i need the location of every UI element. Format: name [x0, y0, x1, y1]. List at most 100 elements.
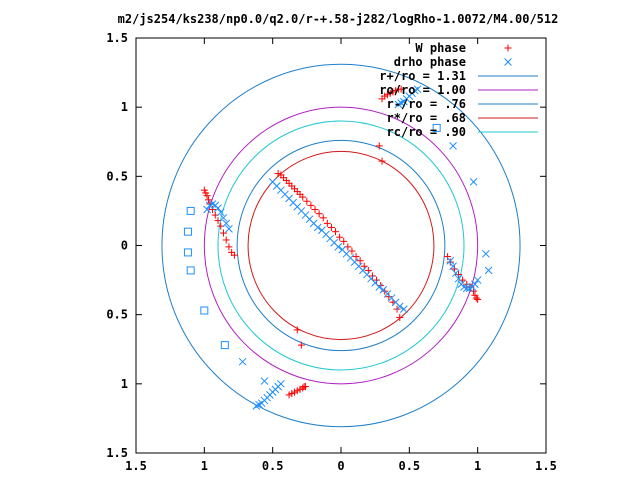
data-point-s1-37: [214, 204, 222, 213]
data-point-s2-2: [183, 248, 192, 257]
legend-label-0: W phase: [415, 41, 466, 55]
data-point-s1-73: [469, 178, 478, 186]
plot-frame: [135, 37, 547, 454]
data-point-s1-41: [225, 225, 233, 233]
x-tick-label: 1.5: [535, 459, 557, 473]
data-point-s0-14: [319, 214, 327, 222]
circle-1: [203, 106, 479, 385]
data-point-s1-39: [219, 213, 228, 222]
y-tick-label: 1.5: [106, 446, 128, 460]
data-point-s1-32: [400, 305, 408, 313]
legend-label-1: drho phase: [394, 55, 466, 69]
circle-0: [161, 63, 521, 428]
data-point-s1-74: [449, 142, 457, 150]
x-tick-label: 1.5: [125, 459, 147, 473]
data-point-s1-43: [449, 262, 457, 271]
y-tick-label: 0.5: [106, 169, 128, 183]
data-point-s1-51: [471, 280, 479, 289]
data-point-s1-71: [484, 266, 493, 275]
reference-circles: [161, 63, 521, 428]
data-point-s0-12: [311, 206, 319, 214]
data-point-s1-38: [216, 208, 225, 217]
data-point-s0-36: [203, 192, 211, 200]
x-tick-label: 1: [474, 459, 481, 473]
data-point-s0-26: [368, 272, 376, 280]
data-point-s0-59: [375, 142, 383, 150]
data-point-s1-52: [473, 276, 482, 284]
circle-3: [247, 150, 435, 341]
x-tick-label: 0: [337, 459, 344, 473]
data-point-s0-19: [340, 237, 348, 245]
data-point-s0-44: [222, 236, 230, 244]
data-point-s2-5: [220, 341, 229, 350]
y-tick-label: 0: [121, 239, 128, 253]
data-point-s0-48: [444, 253, 452, 261]
legend-label-5: r*/ro = .68: [387, 111, 466, 125]
data-point-s1-26: [375, 283, 384, 291]
data-point-s0-11: [307, 201, 315, 209]
data-point-s0-39: [209, 206, 217, 214]
x-tick-label: 0.5: [262, 459, 284, 473]
y-tick-label: 0.5: [106, 308, 128, 322]
data-point-s2-6: [432, 123, 441, 132]
legend-label-4: r-/ro = .76: [387, 97, 466, 111]
data-point-s0-57: [472, 294, 480, 302]
data-point-s0-60: [378, 157, 386, 165]
data-point-s0-49: [446, 258, 454, 266]
data-point-s0-13: [315, 210, 323, 218]
data-point-s0-18: [336, 233, 344, 241]
data-point-s0-47: [230, 251, 238, 259]
y-tick-label: 1.5: [106, 31, 128, 45]
data-point-s0-16: [327, 224, 335, 232]
data-point-s0-70: [301, 383, 309, 391]
data-point-s1-44: [451, 269, 460, 278]
data-point-s2-0: [186, 206, 195, 215]
circle-2: [236, 139, 446, 352]
y-tick-label: 1: [121, 377, 128, 391]
data-point-s0-58: [474, 295, 482, 303]
data-point-s0-9: [299, 193, 307, 201]
data-point-s0-15: [323, 219, 331, 227]
legend-label-6: rc/ro = .90: [387, 125, 466, 139]
data-point-s0-62: [297, 341, 305, 349]
data-point-s0-33: [396, 313, 404, 321]
data-point-s0-51: [455, 271, 463, 279]
data-point-s1-16: [334, 243, 343, 251]
circle-4: [217, 120, 465, 371]
data-point-s0-78: [397, 85, 405, 93]
data-point-s0-27: [373, 276, 381, 284]
data-point-s0-30: [385, 293, 393, 301]
legend-swatch-1: [504, 58, 512, 66]
data-point-s2-3: [186, 266, 195, 275]
data-point-s1-42: [446, 256, 455, 265]
x-tick-label: 0.5: [398, 459, 420, 473]
y-tick-label: 1: [121, 100, 128, 114]
data-point-s1-11: [313, 223, 322, 232]
data-point-s2-4: [200, 306, 209, 315]
data-point-s2-1: [183, 227, 192, 236]
x-tick-label: 1: [201, 459, 208, 473]
data-point-s1-40: [222, 219, 231, 228]
legend-swatch-0: [504, 44, 512, 52]
legend-label-3: ro/ro = 1.00: [379, 83, 466, 97]
data-point-s1-72: [482, 249, 490, 258]
data-point-s1-75: [238, 357, 247, 366]
data-point-s0-61: [293, 326, 301, 334]
data-point-s1-31: [395, 302, 404, 311]
data-point-s0-23: [356, 257, 364, 265]
data-point-s1-76: [260, 377, 269, 385]
data-point-s0-43: [219, 229, 227, 237]
data-point-s0-10: [303, 197, 311, 205]
chart-title: m2/js254/ks238/np0.0/q2.0/r-+.58-j282/lo…: [118, 12, 559, 26]
data-point-s0-17: [332, 228, 340, 236]
data-point-s0-45: [225, 243, 233, 251]
data-points: [183, 85, 493, 410]
data-point-s1-70: [413, 85, 422, 94]
data-point-s1-62: [277, 379, 285, 388]
data-point-s1-45: [454, 274, 463, 283]
data-point-s0-37: [204, 196, 212, 204]
legend-label-2: r+/ro = 1.31: [379, 69, 466, 83]
data-point-s0-22: [352, 253, 360, 261]
